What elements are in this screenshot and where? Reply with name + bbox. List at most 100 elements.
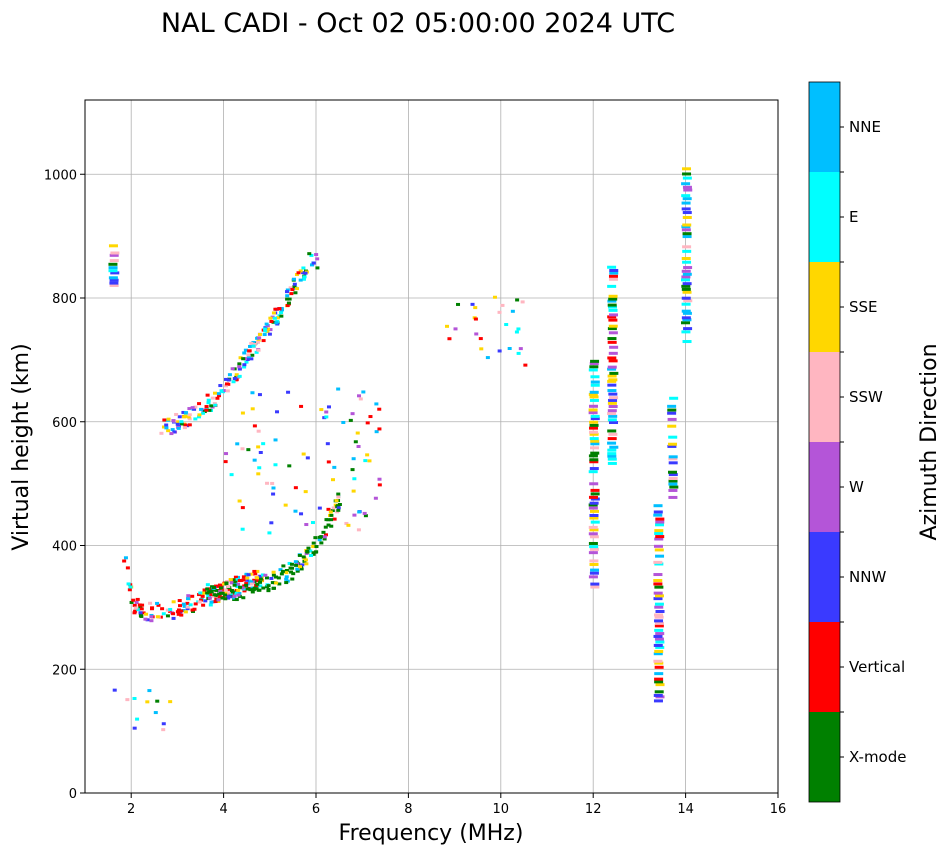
- echo-point: [608, 331, 618, 335]
- echo-point: [171, 616, 176, 620]
- echo-point: [203, 599, 208, 603]
- echo-point: [297, 553, 302, 557]
- echo-point: [279, 314, 284, 318]
- echo-point: [244, 583, 249, 587]
- echo-point: [607, 303, 617, 307]
- echo-point: [261, 573, 266, 577]
- echo-point: [232, 596, 237, 600]
- echo-point: [377, 483, 382, 487]
- echo-point: [240, 447, 245, 451]
- echo-point: [268, 328, 273, 332]
- echo-point: [589, 528, 599, 532]
- echo-point: [285, 304, 290, 308]
- echo-point: [213, 403, 218, 407]
- echo-point: [272, 316, 277, 320]
- echo-point: [262, 327, 267, 331]
- echo-point: [682, 282, 692, 286]
- echo-point: [590, 497, 600, 501]
- echo-point: [588, 408, 598, 412]
- echo-point: [301, 452, 306, 456]
- echo-point: [290, 577, 295, 581]
- echo-point: [681, 302, 691, 306]
- echo-point: [299, 404, 304, 408]
- echo-point: [682, 176, 692, 180]
- echo-point: [655, 523, 665, 527]
- echo-point: [668, 457, 678, 461]
- echo-point: [265, 481, 270, 485]
- echo-point: [213, 600, 218, 604]
- echo-point: [207, 596, 212, 600]
- echo-point: [608, 378, 618, 382]
- echo-point: [179, 422, 184, 426]
- echo-point: [185, 605, 190, 609]
- echo-point: [588, 411, 598, 415]
- echo-point: [232, 367, 237, 371]
- echo-point: [683, 188, 693, 192]
- echo-point: [274, 575, 279, 579]
- echo-point: [590, 442, 600, 446]
- echo-point: [607, 448, 617, 452]
- echo-point: [607, 412, 617, 416]
- echo-point: [235, 442, 240, 446]
- echo-point: [668, 482, 678, 486]
- echo-point: [607, 327, 617, 331]
- echo-point: [171, 612, 176, 616]
- echo-point: [682, 197, 692, 201]
- echo-point: [271, 320, 276, 324]
- echo-point: [589, 437, 599, 441]
- echo-point: [216, 598, 221, 602]
- colorbar-swatch: [809, 172, 840, 262]
- echo-point: [230, 367, 235, 371]
- echo-point: [608, 274, 618, 278]
- echo-point: [341, 420, 346, 424]
- echo-point: [240, 586, 245, 590]
- echo-point: [608, 359, 618, 363]
- echo-point: [667, 411, 677, 415]
- echo-point: [108, 269, 118, 273]
- echo-point: [681, 228, 691, 232]
- echo-point: [237, 499, 242, 503]
- echo-point: [326, 460, 331, 464]
- echo-point: [607, 337, 617, 341]
- echo-point: [654, 690, 664, 694]
- echo-point: [365, 421, 370, 425]
- echo-point: [654, 562, 664, 566]
- echo-point: [174, 412, 179, 416]
- echo-point: [654, 680, 664, 684]
- echo-point: [242, 351, 247, 355]
- echo-point: [236, 582, 241, 586]
- echo-point: [668, 477, 678, 481]
- echo-point: [132, 603, 137, 607]
- echo-point: [497, 349, 502, 353]
- echo-point: [168, 700, 173, 704]
- echo-point: [588, 541, 598, 545]
- echo-point: [299, 567, 304, 571]
- echo-point: [246, 355, 251, 359]
- echo-point: [377, 427, 382, 431]
- echo-point: [212, 593, 217, 597]
- echo-point: [590, 451, 600, 455]
- echo-point: [653, 652, 663, 656]
- echo-point: [653, 560, 663, 564]
- echo-point: [315, 266, 320, 270]
- echo-point: [258, 584, 263, 588]
- colorbar-category-label: Vertical: [849, 658, 905, 676]
- echo-point: [269, 576, 274, 580]
- echo-point: [589, 390, 599, 394]
- echo-point: [251, 340, 256, 344]
- echo-point: [270, 315, 275, 319]
- echo-point: [330, 509, 335, 513]
- echo-point: [681, 321, 691, 325]
- echo-point: [607, 340, 617, 344]
- colorbar-swatch: [809, 352, 840, 442]
- echo-point: [112, 688, 117, 692]
- echo-point: [589, 547, 599, 551]
- echo-point: [590, 492, 600, 496]
- echo-point: [285, 297, 290, 301]
- echo-point: [377, 407, 382, 411]
- x-tick-label: 2: [127, 802, 135, 817]
- echo-point: [136, 608, 141, 612]
- echo-point: [607, 299, 617, 303]
- echo-point: [681, 284, 691, 288]
- echo-point: [608, 398, 618, 402]
